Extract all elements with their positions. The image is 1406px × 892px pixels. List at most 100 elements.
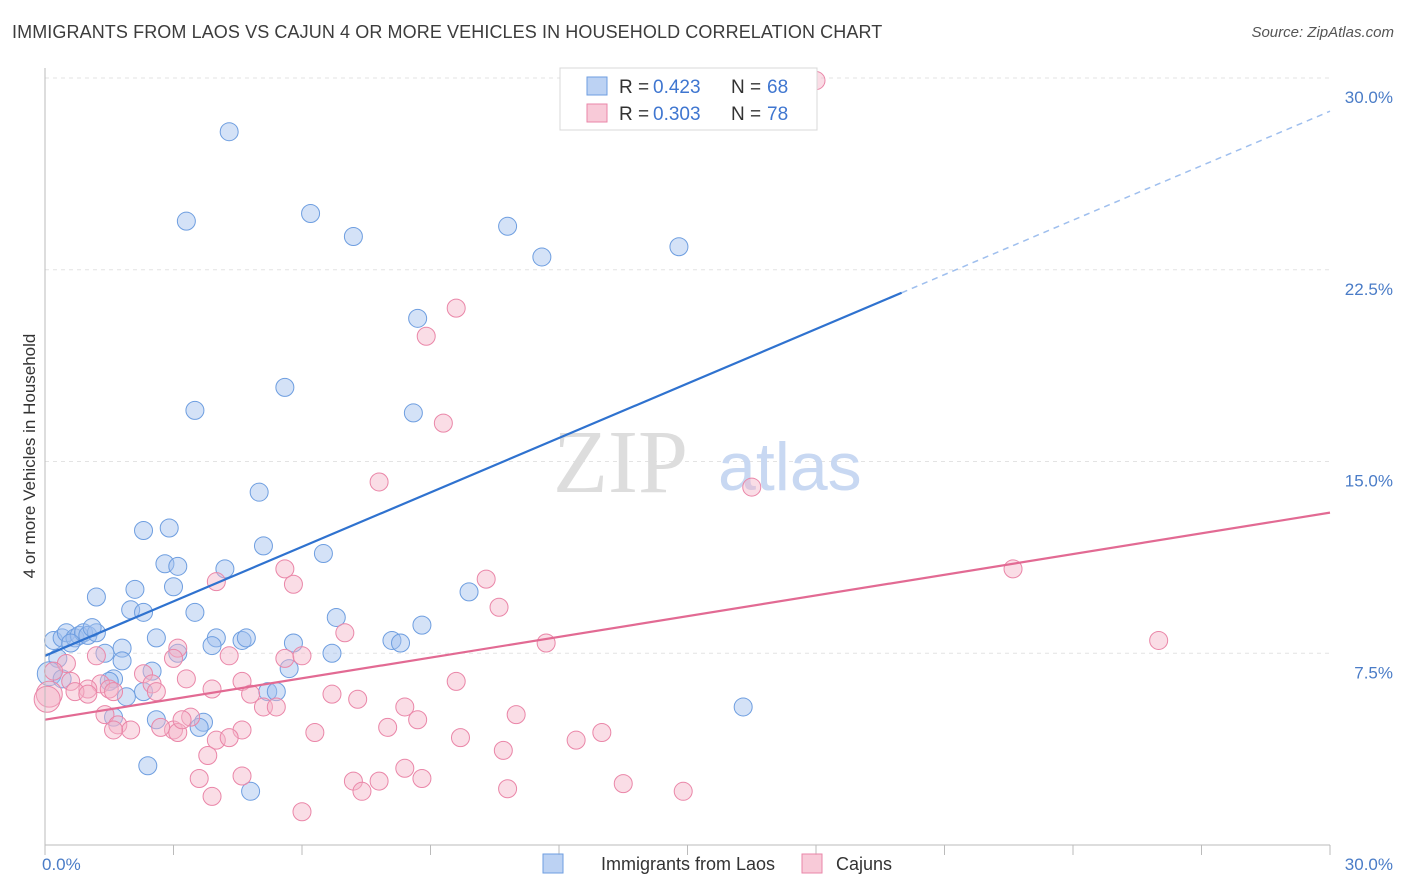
data-point [61, 671, 81, 691]
stats-legend-n-value: 78 [767, 104, 788, 125]
data-point [232, 766, 252, 786]
grid-lines [45, 77, 1330, 654]
data-point [164, 648, 183, 668]
data-point [86, 646, 106, 666]
data-point [369, 472, 389, 492]
data-point [459, 582, 479, 602]
data-point [433, 413, 453, 433]
data-point [44, 661, 64, 681]
trend-lines [44, 110, 1331, 721]
stats-legend-n-label: N = [731, 77, 761, 98]
data-point [236, 628, 256, 648]
data-point [185, 400, 205, 420]
data-point [35, 680, 63, 708]
data-point [613, 774, 633, 794]
data-point [493, 740, 513, 760]
data-point [253, 536, 273, 556]
data-point [185, 602, 205, 622]
stats-legend-r-value: 0.423 [653, 77, 701, 98]
data-point [112, 651, 132, 671]
data-point [241, 684, 261, 704]
data-point [322, 643, 342, 663]
data-point [86, 587, 106, 607]
axes: 7.5% 15.0% 22.5% 30.0% 0.0% 30.0% [42, 68, 1393, 874]
data-point [369, 771, 389, 791]
data-point [219, 122, 239, 142]
data-point [168, 556, 188, 576]
data-point [378, 717, 398, 737]
data-point [348, 689, 368, 709]
data-point [532, 247, 552, 267]
data-point [313, 544, 333, 564]
data-point [279, 659, 299, 679]
x-tick-label: 0.0% [42, 855, 81, 874]
data-point [446, 671, 466, 691]
data-point [446, 298, 466, 318]
data-point [134, 521, 154, 541]
data-point [202, 679, 222, 699]
data-point [125, 579, 145, 599]
series-legend-label: Immigrants from Laos [601, 854, 775, 874]
data-point [275, 648, 295, 668]
data-point [78, 684, 98, 704]
data-point [266, 697, 286, 717]
y-tick-label: 15.0% [1345, 472, 1393, 491]
data-point [506, 705, 526, 725]
data-point [343, 227, 363, 247]
data-point [146, 682, 166, 702]
stats-legend-r-value: 0.303 [653, 104, 701, 125]
data-point [275, 377, 295, 397]
data-point [395, 758, 415, 778]
data-point [301, 204, 321, 224]
data-point [403, 403, 423, 423]
data-point [104, 720, 124, 740]
data-point [305, 723, 325, 743]
series-legend-swatch [542, 853, 564, 874]
data-point [391, 633, 411, 653]
data-point [292, 802, 312, 822]
data-point [104, 682, 124, 702]
data-point [489, 597, 509, 617]
data-point [146, 628, 166, 648]
y-tick-label: 22.5% [1345, 280, 1393, 299]
data-point [412, 769, 432, 789]
data-point [176, 211, 196, 231]
data-point [416, 326, 436, 346]
data-point [669, 237, 689, 257]
data-point [202, 786, 222, 806]
data-point [395, 697, 415, 717]
data-point [159, 518, 179, 538]
x-tick-label: 30.0% [1345, 855, 1393, 874]
watermark-atlas: atlas [718, 429, 862, 505]
trend-line [44, 291, 903, 657]
data-point [138, 756, 158, 776]
data-point [408, 710, 428, 730]
watermark-zip: ZIP [553, 413, 688, 512]
chart-title: IMMIGRANTS FROM LAOS VS CAJUN 4 OR MORE … [12, 22, 883, 42]
trend-line-extension [901, 110, 1331, 294]
data-point [275, 559, 295, 579]
y-tick-label: 7.5% [1354, 663, 1393, 682]
data-point [450, 728, 470, 748]
data-point [335, 623, 355, 643]
data-point [733, 697, 753, 717]
data-point [189, 769, 209, 789]
data-point [673, 781, 693, 801]
data-point [352, 781, 372, 801]
data-point [322, 684, 342, 704]
source-credit: Source: ZipAtlas.com [1251, 24, 1394, 41]
stats-legend-n-label: N = [731, 104, 761, 125]
data-point [283, 574, 303, 594]
stats-legend-r-label: R = [619, 77, 649, 98]
data-point [198, 746, 218, 766]
data-point [151, 717, 171, 737]
data-point [202, 636, 222, 656]
series-legend: Immigrants from Laos Cajuns [542, 853, 892, 874]
data-point [292, 646, 312, 666]
y-axis-label: 4 or more Vehicles in Household [20, 334, 39, 579]
stats-legend-n-value: 68 [767, 77, 788, 98]
data-point [536, 633, 556, 653]
data-point [412, 615, 432, 635]
data-point [241, 781, 261, 801]
